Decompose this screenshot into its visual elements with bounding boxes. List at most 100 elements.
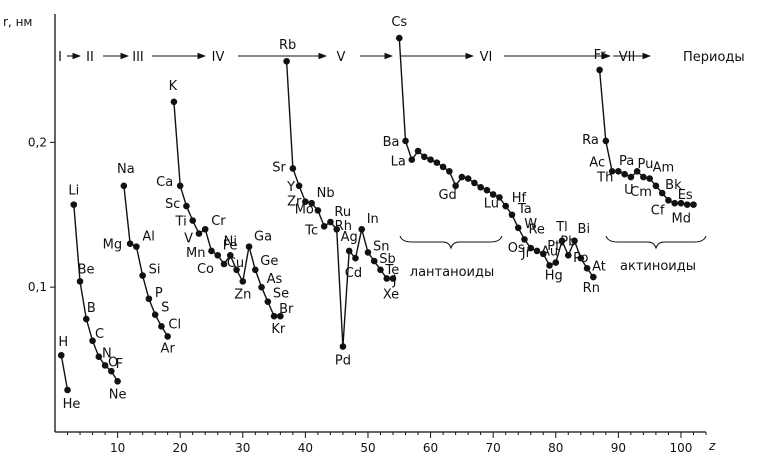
element-label: K [169, 79, 178, 94]
element-label: Be [78, 262, 95, 277]
element-label: Pa [619, 154, 634, 169]
element-label: Rb [279, 38, 296, 53]
data-point [615, 168, 622, 175]
data-point [389, 275, 397, 282]
element-label: Rh [335, 219, 352, 234]
element-label: O [108, 355, 118, 370]
data-point [151, 311, 159, 318]
element-label: Po [573, 251, 588, 266]
data-point [352, 254, 359, 262]
data-point [289, 165, 297, 172]
data-point [320, 223, 328, 230]
data-point [383, 275, 391, 282]
data-point [208, 247, 215, 255]
data-point [345, 247, 353, 255]
lanthanoids-brace [399, 235, 503, 250]
data-point [126, 240, 134, 248]
data-point [477, 183, 484, 191]
data-point [76, 278, 84, 285]
data-point [627, 173, 635, 181]
element-label: Na [117, 162, 135, 177]
x-tick-label: 30 [235, 441, 250, 455]
element-label: Cl [168, 317, 181, 332]
element-label: Y [286, 180, 295, 195]
data-point [408, 156, 416, 164]
element-label: Ti [175, 215, 187, 230]
data-point [452, 182, 459, 190]
element-label: Gd [438, 188, 456, 203]
element-label: Ag [341, 230, 358, 245]
element-label: Kr [271, 322, 286, 337]
element-label: U [624, 183, 634, 198]
data-point [82, 315, 90, 323]
element-label: Am [653, 161, 675, 176]
element-label: Ga [254, 230, 272, 245]
period-arrows: I II III IV V VI VII Периоды [58, 50, 745, 65]
element-label: Pu [637, 157, 653, 172]
element-label: Ru [334, 205, 351, 220]
data-point [508, 211, 516, 219]
data-point [245, 243, 253, 250]
data-point [327, 218, 334, 226]
data-point [640, 173, 647, 181]
data-point [89, 337, 96, 345]
data-point [590, 273, 597, 281]
data-points [57, 34, 697, 394]
period-label: I [58, 50, 62, 65]
data-point [546, 262, 553, 269]
element-label: Ra [582, 133, 599, 148]
element-label: Mg [103, 238, 122, 253]
element-label: As [267, 272, 283, 287]
data-point [358, 225, 366, 233]
element-label: Ar [161, 341, 176, 356]
data-point [596, 66, 603, 74]
x-tick-label: 70 [486, 441, 501, 455]
data-point [277, 312, 284, 320]
data-point [158, 322, 165, 330]
element-label: Jr [521, 246, 532, 261]
element-label: La [391, 155, 406, 170]
data-point [621, 170, 628, 178]
element-label: Zn [234, 287, 251, 302]
data-point [646, 175, 653, 182]
data-point [583, 265, 591, 272]
element-label: J [392, 273, 397, 288]
data-point [283, 57, 290, 65]
data-point [133, 243, 140, 250]
data-point [602, 137, 610, 145]
element-label: In [367, 212, 379, 227]
data-point [471, 179, 478, 187]
element-label: V [184, 232, 193, 247]
element-label: Br [279, 302, 294, 317]
element-label: Sr [272, 160, 286, 175]
actinoids-label: актиноиды [620, 259, 696, 274]
element-label: Md [671, 212, 690, 227]
element-label: Lu [484, 196, 499, 211]
element-label: Ba [383, 135, 400, 150]
element-label: Pb [560, 234, 576, 249]
period-label: VI [480, 50, 493, 65]
period-label: II [86, 50, 94, 65]
data-point [364, 249, 372, 256]
element-label: Th [596, 170, 613, 185]
data-point [252, 266, 259, 274]
data-point [514, 224, 522, 232]
element-label: Ta [517, 202, 532, 217]
element-label: Os [508, 241, 525, 256]
data-point [258, 283, 265, 291]
data-point [521, 236, 528, 243]
data-point [308, 199, 315, 207]
data-point [176, 182, 184, 190]
data-point [527, 244, 535, 252]
data-point [402, 137, 409, 145]
element-label: Li [68, 184, 79, 199]
element-label: Au [541, 244, 558, 259]
element-label: Sc [165, 197, 180, 212]
element-label: F [116, 357, 123, 372]
element-label: Te [385, 263, 400, 278]
element-label: Bk [665, 178, 682, 193]
element-label: Co [197, 262, 214, 277]
data-point [395, 34, 403, 42]
